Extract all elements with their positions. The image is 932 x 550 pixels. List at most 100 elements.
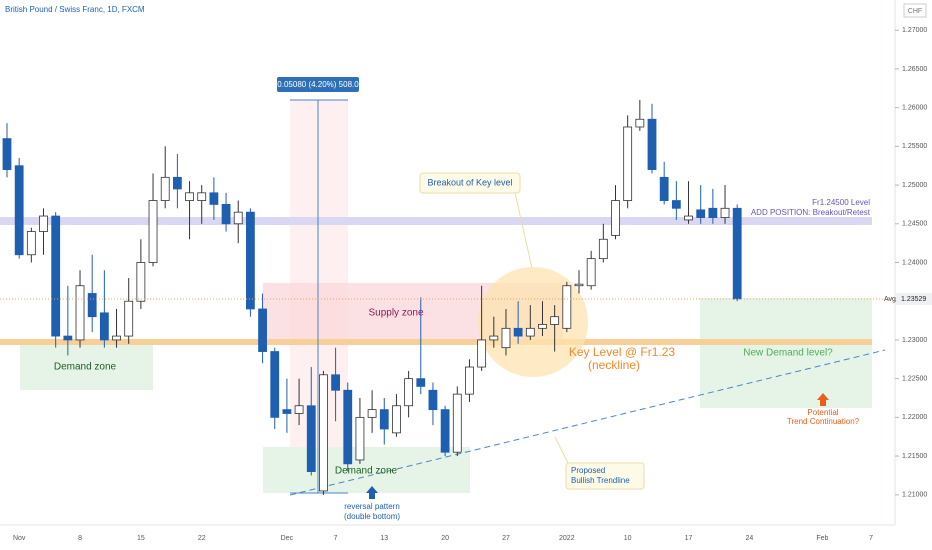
annotation: Trend Continuation? — [787, 417, 860, 426]
demand-zone — [20, 342, 153, 390]
y-tick-label: 1.24000 — [902, 259, 927, 266]
candle-body — [63, 335, 73, 341]
annotation: (neckline) — [588, 358, 640, 372]
x-tick-label: 27 — [502, 535, 510, 542]
candle-body — [306, 405, 316, 472]
candle-body — [282, 409, 292, 414]
candle-body — [367, 409, 377, 418]
callout-line — [514, 192, 533, 269]
y-tick-label: 1.27000 — [902, 27, 927, 34]
candle-body — [465, 366, 474, 395]
candle-body — [720, 207, 730, 218]
annotation: Demand zone — [335, 466, 398, 477]
highlight-circle — [478, 267, 588, 377]
candle-body — [148, 200, 158, 263]
currency-box — [903, 3, 927, 18]
candle-body — [525, 327, 535, 337]
x-tick-label: 22 — [198, 535, 206, 542]
candle-body — [294, 405, 304, 414]
candle-body — [209, 192, 219, 205]
y-tick-label: 1.22500 — [902, 375, 927, 382]
candle-body — [355, 416, 365, 461]
candle-body — [635, 118, 645, 128]
candle-body — [428, 389, 438, 411]
annotation: New Demand level? — [743, 348, 833, 359]
candle-body — [26, 231, 36, 256]
candle-body — [124, 300, 134, 337]
annotation: Potential — [807, 408, 838, 417]
candle-body — [501, 327, 511, 349]
candles — [2, 99, 742, 495]
candle-body — [172, 176, 182, 190]
x-tick-label: 10 — [624, 535, 632, 542]
x-tick-label: 7 — [869, 535, 873, 542]
x-tick-label: 24 — [745, 535, 753, 542]
candle-body — [112, 335, 121, 341]
candle-body — [611, 200, 620, 236]
candle-body — [87, 293, 97, 318]
candle-body — [221, 204, 231, 225]
candle-body — [319, 374, 328, 492]
candle-body — [75, 285, 85, 341]
candle-body — [440, 409, 450, 453]
annotation: Demand zone — [54, 362, 117, 373]
candle-body — [392, 405, 401, 434]
y-tick-label: 1.24500 — [902, 221, 927, 228]
candle-body — [185, 192, 194, 201]
last-price-label: 1.23529 — [901, 296, 926, 303]
candle-body — [598, 238, 608, 260]
candle-body — [696, 209, 706, 218]
annotation: ADD POSITION: Breakout/Retest — [751, 208, 871, 217]
candle-body — [404, 378, 414, 407]
y-tick-label: 1.23000 — [902, 337, 927, 344]
measure-label: 0.05080 (4.20%) 508.0 — [277, 80, 359, 89]
y-tick-label: 1.25500 — [902, 143, 927, 150]
candle-body — [14, 165, 24, 256]
candle-body — [513, 327, 523, 337]
y-tick-label: 1.21000 — [902, 492, 927, 499]
x-tick-label: Feb — [816, 535, 828, 542]
x-tick-label: 17 — [685, 535, 693, 542]
annotation: Fr1.24500 Level — [812, 198, 870, 207]
chart-title: British Pound / Swiss Franc, 1D, FXCM — [5, 5, 145, 14]
key-level-band — [0, 339, 872, 345]
candle-body — [197, 192, 207, 201]
annotation: Key Level @ Fr1.23 — [569, 345, 676, 359]
annotation: Bullish Trendline — [571, 476, 630, 485]
candle-body — [39, 215, 48, 232]
candle-body — [245, 211, 255, 310]
callout — [565, 462, 645, 490]
arrow — [817, 393, 829, 406]
annotation: (double bottom) — [344, 512, 400, 521]
candle-body — [671, 200, 681, 209]
candle-body — [343, 389, 353, 465]
annotation: Supply zone — [368, 308, 423, 319]
candle-body — [452, 393, 462, 453]
candle-body — [258, 308, 267, 352]
annotation: Breakout of Key level — [427, 177, 512, 187]
demand-zone — [700, 298, 872, 408]
candle-body — [489, 335, 499, 341]
x-tick-label: 13 — [380, 535, 388, 542]
x-tick-label: Nov — [13, 535, 26, 542]
candle-body — [477, 339, 487, 368]
candle-body — [659, 176, 669, 201]
candle-body — [538, 324, 547, 329]
level-band — [0, 217, 872, 225]
candle-body — [562, 285, 572, 329]
x-tick-label: 8 — [78, 535, 82, 542]
candle-body — [379, 409, 389, 430]
callout-line — [554, 436, 569, 464]
candle-body — [684, 215, 693, 221]
last-price-tag: Avg — [884, 296, 896, 303]
candle-body — [233, 211, 243, 225]
annotation: Proposed — [571, 466, 605, 475]
x-tick-label: 15 — [137, 535, 145, 542]
y-tick-label: 1.25000 — [902, 182, 927, 189]
candle-body — [2, 138, 12, 170]
candle-body — [51, 215, 61, 337]
last-price-box — [896, 292, 932, 305]
candle-body — [331, 374, 340, 391]
candle-body — [136, 262, 146, 302]
x-tick-label: 20 — [441, 535, 449, 542]
